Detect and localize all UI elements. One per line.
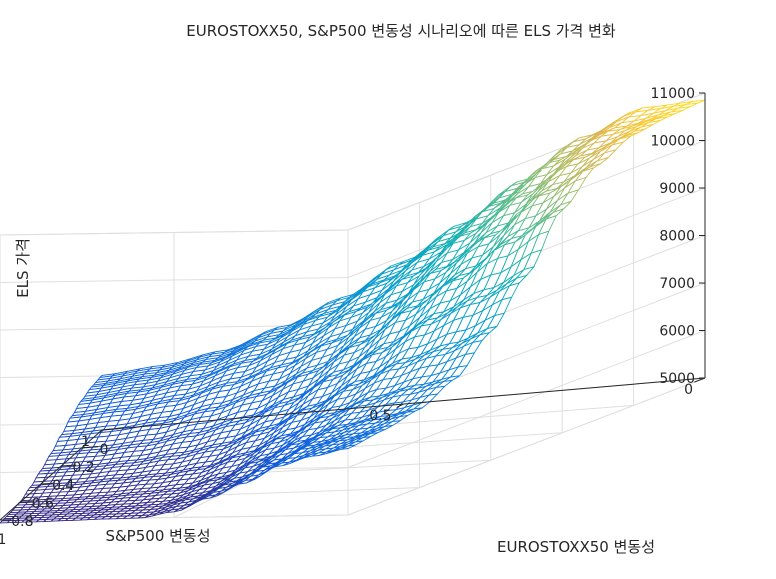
- y-tick-label: 0.5: [369, 408, 391, 424]
- z-axis-label: ELS 가격: [14, 238, 32, 298]
- x-tick-mark: [61, 464, 77, 467]
- y-axis-label: S&P500 변동성: [105, 527, 210, 545]
- z-tick-label: 9000: [659, 181, 695, 197]
- y-tick-label: 0: [684, 382, 693, 398]
- x-tick-mark: [101, 427, 121, 431]
- x-tick-label: 0.6: [32, 496, 54, 512]
- z-tick-label: 10000: [650, 134, 695, 150]
- z-tick-label: 11000: [650, 86, 695, 102]
- y-tick-label: 1: [81, 434, 90, 450]
- x-tick-label: 0: [100, 442, 109, 458]
- x-tick-mark: [81, 446, 99, 449]
- surface-mesh: [0, 99, 706, 524]
- x-tick-label: 1: [0, 532, 6, 548]
- x-tick-mark: [40, 482, 55, 485]
- box-edge: [0, 229, 349, 236]
- z-tick-label: 6000: [659, 324, 695, 340]
- axis-frame: [0, 92, 706, 521]
- x-axis-label: EUROSTOXX50 변동성: [497, 538, 655, 556]
- x-tick-label: 0.8: [11, 514, 33, 530]
- y-tick-mark: [694, 377, 706, 383]
- x-axis-line: [0, 429, 103, 521]
- chart-title: EUROSTOXX50, S&P500 변동성 시나리오에 따른 ELS 가격 …: [186, 22, 616, 40]
- z-tick-label: 8000: [659, 229, 695, 245]
- grid-line: [347, 330, 706, 468]
- z-tick-label: 7000: [659, 276, 695, 292]
- surface-cell: [0, 520, 11, 524]
- y-tick-mark: [98, 429, 103, 434]
- z-tick-label: 5000: [659, 371, 695, 387]
- y-tick-mark: [396, 403, 404, 408]
- grid-line: [347, 377, 706, 516]
- x-tick-label: 0.2: [72, 460, 94, 476]
- x-tick-label: 0.4: [52, 478, 74, 494]
